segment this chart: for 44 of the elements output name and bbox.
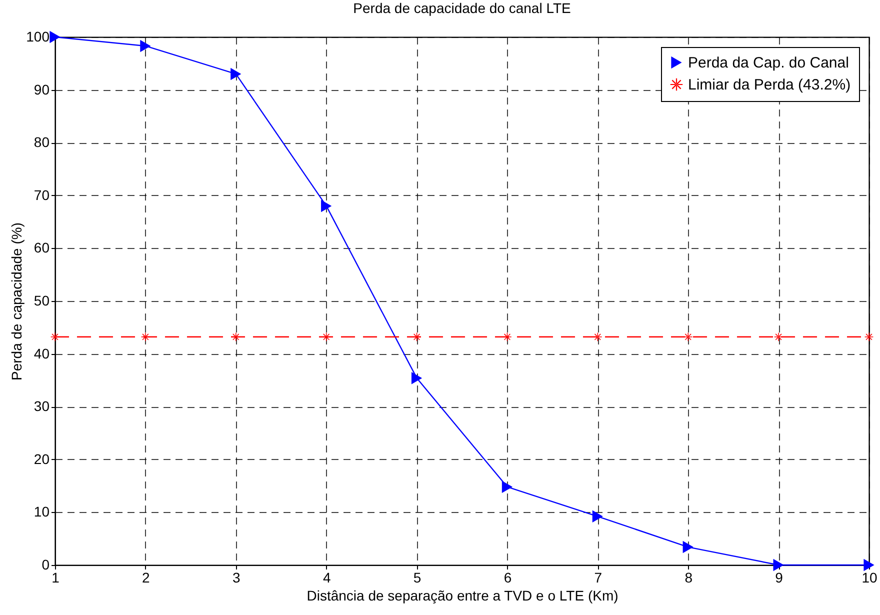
legend-label: Perda da Cap. do Canal: [688, 54, 849, 72]
point: [50, 30, 60, 44]
legend-label: Limiar da Perda (43.2%): [688, 76, 851, 94]
y-tick-label: 10: [34, 504, 50, 520]
x-tick-label: 1: [52, 570, 60, 586]
point: [864, 558, 874, 572]
y-tick-label: 100: [26, 28, 50, 44]
point: [773, 558, 784, 572]
point: [412, 332, 421, 342]
point: [140, 40, 151, 52]
point: [230, 68, 242, 80]
x-tick-label: 5: [413, 570, 422, 586]
y-tick-label: 40: [34, 345, 50, 362]
y-tick-label: 50: [34, 292, 50, 308]
x-tick-label: 7: [594, 570, 602, 586]
point: [503, 332, 512, 342]
y-tick-label: 90: [34, 81, 50, 98]
x-tick-label: 2: [142, 570, 150, 586]
y-tick-label: 30: [34, 398, 50, 414]
x-tick-label: 4: [322, 570, 331, 586]
point: [232, 332, 240, 342]
y-axis-title: Perda de capacidade (%): [8, 222, 24, 380]
point: [682, 540, 694, 554]
point: [321, 200, 332, 212]
y-tick-label: 80: [34, 134, 50, 150]
point: [592, 510, 603, 523]
y-tick-label: 70: [34, 186, 50, 203]
point: [864, 332, 874, 342]
x-tick-label: 8: [684, 570, 693, 586]
x-tick-label: 3: [232, 570, 240, 586]
point: [141, 332, 150, 342]
x-tick-label: 9: [775, 570, 784, 586]
chart-title: Perda de capacidade do canal LTE: [353, 0, 571, 16]
x-tick-label: 6: [504, 570, 512, 586]
y-tick-label: 20: [34, 450, 50, 467]
point: [50, 332, 60, 342]
point: [411, 372, 422, 384]
point: [774, 332, 783, 342]
point: [684, 332, 692, 342]
point: [502, 480, 513, 493]
y-tick-label: 60: [34, 240, 50, 256]
x-tick-label: 10: [862, 570, 878, 586]
x-axis-title: Distância de separação entre a TVD e o LTE (Km): [306, 588, 618, 604]
y-tick-label: 0: [42, 556, 50, 572]
